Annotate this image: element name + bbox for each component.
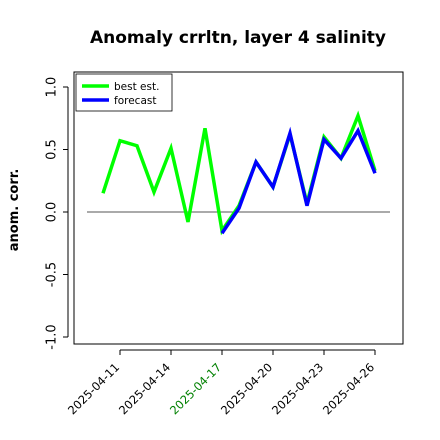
y-tick-label: -1.0 <box>45 324 60 349</box>
legend: best est. forecast <box>75 73 173 112</box>
x-tick-label: 2025-04-14 <box>116 360 173 417</box>
y-axis-label: anom. corr. <box>7 169 22 252</box>
x-tick-label: 2025-04-20 <box>218 360 275 417</box>
y-axis: -1.0 -0.5 0.0 0.5 1.0 <box>45 77 69 350</box>
series-line-best-est- <box>101 110 377 236</box>
chart-title: Anomaly crrltn, layer 4 salinity <box>90 28 386 48</box>
y-tick-label: 0.0 <box>45 202 60 223</box>
x-tick-label: 2025-04-11 <box>65 360 122 417</box>
legend-box <box>75 73 173 112</box>
y-tick-label: 0.5 <box>45 139 60 160</box>
series-line-forecast <box>220 126 377 235</box>
x-axis: 2025-04-112025-04-142025-04-172025-04-20… <box>65 349 377 417</box>
series-layer <box>87 110 390 236</box>
legend-label-forecast: forecast <box>114 95 156 107</box>
y-tick-label: -0.5 <box>45 262 60 287</box>
plot-frame <box>73 71 404 345</box>
x-tick-label: 2025-04-17 <box>167 360 224 417</box>
x-tick-label: 2025-04-26 <box>320 360 377 417</box>
x-tick-label: 2025-04-23 <box>269 360 326 417</box>
legend-label-best-est: best est. <box>114 81 159 93</box>
y-tick-label: 1.0 <box>45 77 60 98</box>
